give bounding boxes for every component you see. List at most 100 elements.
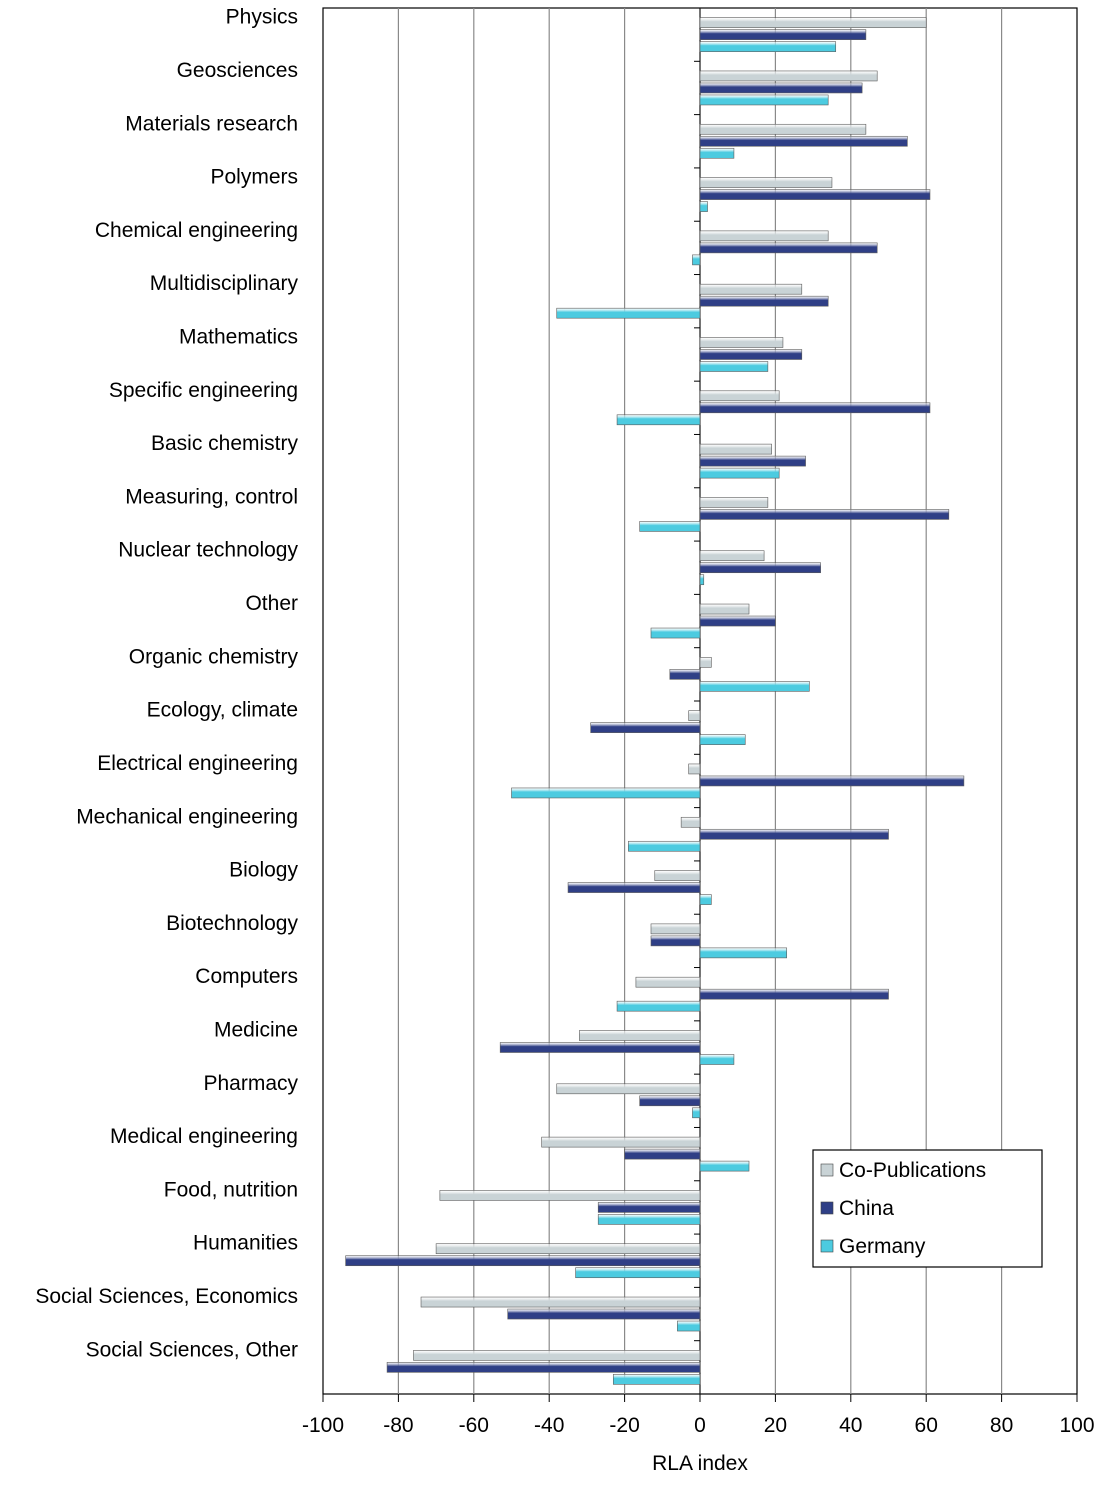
x-tick-label: -20 — [609, 1414, 639, 1437]
bar-co-publications — [413, 1350, 701, 1361]
bar-china — [624, 1148, 701, 1160]
bar-co-publications — [699, 603, 750, 615]
bar-germany — [511, 787, 701, 799]
bar-china — [699, 775, 965, 787]
category-label: Basic chemistry — [151, 432, 299, 455]
bar-china — [699, 455, 806, 467]
x-tick-label: -60 — [459, 1414, 489, 1437]
category-label: Mathematics — [179, 326, 298, 349]
x-tick-label: 100 — [1059, 1414, 1094, 1437]
bar-china — [699, 242, 878, 254]
bar-co-publications — [699, 177, 833, 188]
bar-germany — [556, 307, 701, 319]
bar-germany — [699, 681, 810, 692]
bar-germany — [597, 1214, 701, 1225]
bar-germany — [699, 361, 769, 372]
bar-china — [650, 935, 701, 947]
category-label: Polymers — [210, 166, 298, 189]
bar-china — [669, 669, 701, 680]
legend-label: Germany — [839, 1235, 926, 1258]
category-label: Mechanical engineering — [76, 805, 298, 828]
bar-china — [345, 1255, 701, 1267]
bar-china — [499, 1042, 701, 1053]
bar-china — [639, 1095, 701, 1107]
legend-swatch — [820, 1163, 834, 1177]
bar-co-publications — [635, 976, 701, 988]
bar-germany — [692, 254, 701, 266]
legend-swatch — [820, 1201, 834, 1215]
bar-co-publications — [699, 230, 829, 242]
x-tick-label: 60 — [915, 1414, 938, 1437]
category-label: Chemical engineering — [95, 219, 298, 242]
bar-germany — [699, 947, 788, 959]
bar-china — [590, 722, 701, 733]
x-tick-label: 40 — [839, 1414, 862, 1437]
category-label: Organic chemistry — [129, 645, 299, 668]
bar-china — [699, 988, 889, 1000]
category-label: Specific engineering — [109, 379, 298, 402]
x-tick-label: -40 — [534, 1414, 564, 1437]
bar-china — [699, 82, 863, 94]
legend-label: China — [839, 1197, 894, 1220]
bar-co-publications — [650, 923, 701, 935]
category-label: Nuclear technology — [118, 539, 298, 562]
bar-china — [699, 615, 776, 627]
bar-germany — [650, 627, 701, 639]
bar-china — [699, 349, 803, 360]
x-tick-label: -100 — [302, 1414, 344, 1437]
bar-germany — [699, 574, 705, 586]
bar-germany — [628, 840, 701, 852]
bar-germany — [699, 147, 735, 159]
bar-co-publications — [699, 337, 784, 348]
legend-swatch — [820, 1239, 834, 1253]
category-label: Pharmacy — [203, 1072, 298, 1095]
category-label: Ecology, climate — [147, 699, 298, 722]
bar-germany — [699, 94, 829, 106]
bar-co-publications — [699, 123, 867, 135]
bar-germany — [699, 467, 780, 479]
legend-box — [812, 1149, 1043, 1268]
bar-co-publications — [688, 763, 701, 775]
bar-co-publications — [699, 70, 878, 82]
bar-co-publications — [699, 17, 927, 28]
category-label: Biotechnology — [166, 912, 298, 935]
bar-co-publications — [688, 710, 701, 721]
bar-china — [507, 1308, 701, 1320]
bar-china — [699, 402, 931, 414]
bar-germany — [677, 1320, 701, 1332]
x-tick-label: -80 — [383, 1414, 413, 1437]
bar-china — [567, 882, 701, 893]
x-tick-label: 80 — [990, 1414, 1013, 1437]
bar-germany — [639, 521, 701, 532]
category-label: Social Sciences, Other — [86, 1338, 298, 1361]
bar-china — [386, 1362, 701, 1373]
legend: Co-Publications China Germany — [812, 1149, 1043, 1268]
bar-co-publications — [420, 1296, 701, 1308]
bar-china — [699, 29, 867, 40]
bar-co-publications — [579, 1030, 701, 1041]
bar-china — [699, 189, 931, 200]
category-label: Measuring, control — [125, 485, 298, 508]
category-label: Materials research — [125, 112, 298, 135]
bar-germany — [616, 1000, 701, 1012]
bar-co-publications — [699, 390, 780, 402]
bar-germany — [699, 201, 708, 212]
category-label: Multidisciplinary — [150, 272, 299, 295]
bar-china — [699, 828, 889, 840]
category-label: Medicine — [214, 1019, 298, 1042]
category-label: Food, nutrition — [164, 1178, 298, 1201]
bar-germany — [699, 734, 746, 745]
category-label: Electrical engineering — [97, 752, 298, 775]
bar-co-publications — [699, 657, 712, 668]
category-label: Physics — [226, 6, 298, 29]
bar-china — [699, 135, 908, 147]
bar-co-publications — [541, 1136, 701, 1148]
x-tick-label: 0 — [694, 1414, 706, 1437]
bar-co-publications — [680, 816, 701, 828]
category-label: Other — [245, 592, 298, 615]
x-tick-label: 20 — [764, 1414, 787, 1437]
bar-co-publications — [699, 497, 769, 508]
category-label: Computers — [195, 965, 298, 988]
bar-germany — [612, 1374, 701, 1385]
bar-germany — [699, 1160, 750, 1172]
